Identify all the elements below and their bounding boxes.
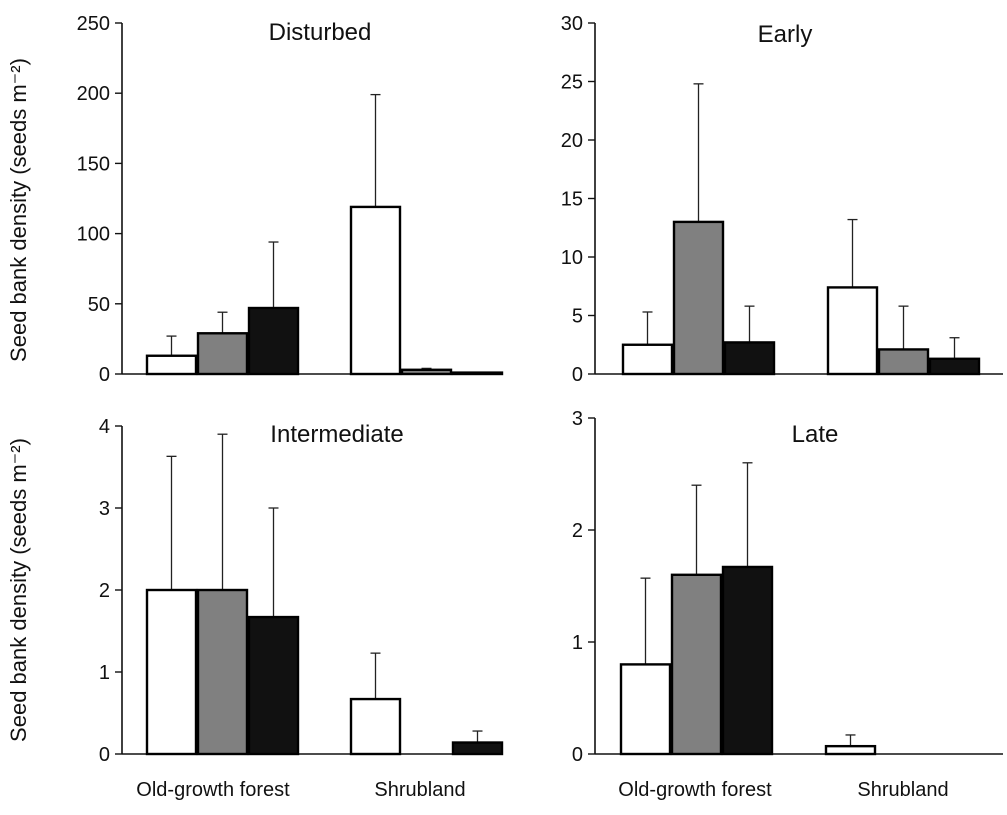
- y-tick-label: 25: [561, 72, 583, 94]
- panel-disturbed: 0 50 100 150 200 250 Disturbed: [77, 13, 504, 386]
- bar-series-1: [826, 286, 879, 376]
- y-tick-label: 5: [572, 306, 583, 328]
- panel-title: Early: [758, 21, 813, 48]
- bar-series-2: [196, 588, 249, 756]
- y-tick-label: 0: [99, 744, 110, 766]
- y-tick-label: 50: [88, 294, 110, 316]
- panel-early: 0 5 10 15 20 25 30 Early: [561, 13, 1003, 386]
- bar-series-1: [349, 697, 402, 756]
- y-tick-label: 4: [99, 416, 110, 438]
- panel-title: Late: [792, 421, 839, 448]
- bar-series-2: [670, 573, 723, 756]
- y-tick-label: 30: [561, 13, 583, 35]
- y-tick-label: 20: [561, 130, 583, 152]
- bar-series-1: [619, 663, 672, 756]
- y-tick-label: 0: [572, 364, 583, 386]
- bar-series-3: [723, 341, 776, 376]
- y-tick-label: 2: [99, 580, 110, 602]
- bar-series-2: [672, 220, 725, 376]
- y-tick-label: 3: [572, 408, 583, 430]
- panel-title: Intermediate: [270, 421, 403, 448]
- bar-series-1: [145, 588, 198, 756]
- y-tick-label: 0: [99, 364, 110, 386]
- y-tick-label: 100: [77, 224, 110, 246]
- bar-series-3: [451, 371, 504, 376]
- panel-late: 0 1 2 3 Late Old-growth forest Shrubland: [572, 408, 1003, 801]
- y-tick-label: 10: [561, 247, 583, 269]
- bar-series-3: [247, 615, 300, 756]
- bar-series-1: [621, 343, 674, 376]
- y-tick-label: 2: [572, 520, 583, 542]
- bar-series-3: [247, 306, 300, 376]
- category-label: Shrubland: [374, 779, 465, 801]
- bar-series-1: [145, 354, 198, 376]
- bar-series-2: [196, 332, 249, 376]
- y-tick-label: 15: [561, 189, 583, 211]
- category-label: Shrubland: [857, 779, 948, 801]
- category-label: Old-growth forest: [618, 779, 772, 801]
- panel-intermediate: 0 1 2 3 4 Intermediate Old-growth forest Shrubl…: [99, 416, 504, 801]
- bar-series-3: [928, 357, 981, 376]
- y-tick-label: 1: [99, 662, 110, 684]
- bar-series-1: [349, 205, 402, 376]
- ylabel-top: Seed bank density (seeds m⁻²): [6, 58, 31, 362]
- y-tick-label: 200: [77, 83, 110, 105]
- y-tick-label: 1: [572, 632, 583, 654]
- bar-series-1: [824, 744, 877, 756]
- bar-series-3: [721, 565, 774, 756]
- bar-series-2: [400, 368, 453, 376]
- y-tick-label: 0: [572, 744, 583, 766]
- y-tick-label: 250: [77, 13, 110, 35]
- y-tick-label: 150: [77, 153, 110, 175]
- bar-series-2: [877, 348, 930, 376]
- category-label: Old-growth forest: [136, 779, 290, 801]
- ylabel-bottom: Seed bank density (seeds m⁻²): [6, 438, 31, 742]
- panel-title: Disturbed: [269, 19, 372, 46]
- y-tick-label: 3: [99, 498, 110, 520]
- bar-series-3: [451, 741, 504, 756]
